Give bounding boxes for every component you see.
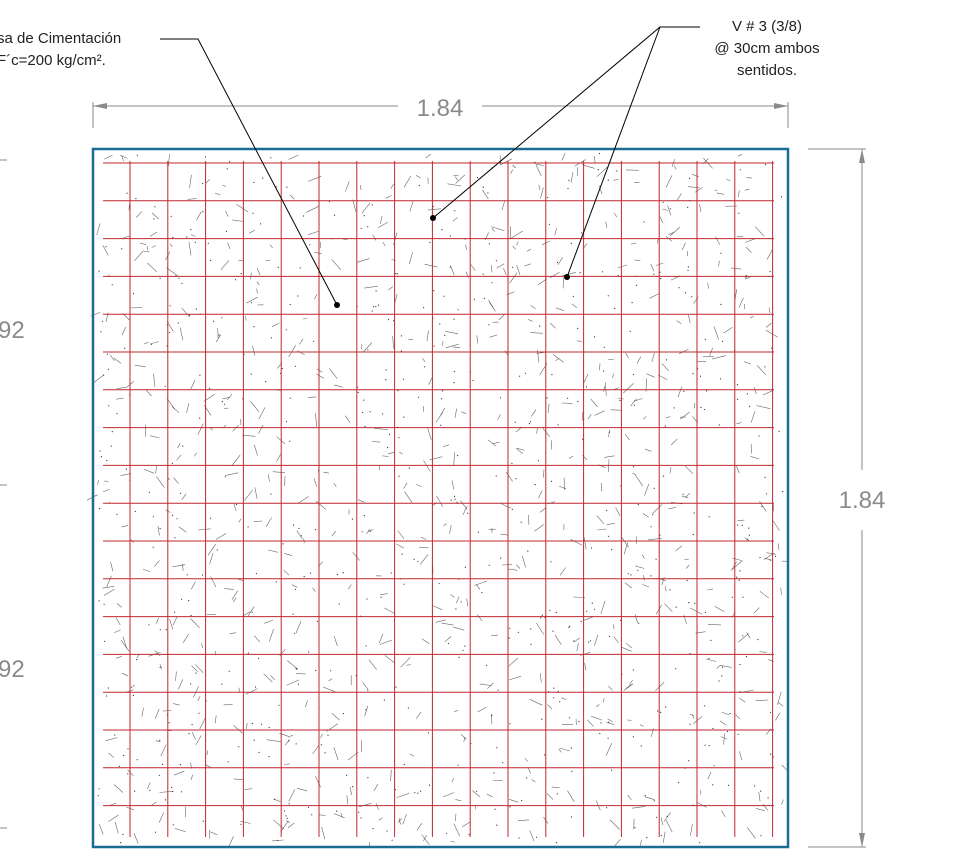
slab-label-leader (160, 38, 340, 308)
rebar-annotation-line2: @ 30cm ambos (714, 40, 819, 57)
right-dimension-label: 1.84 (839, 487, 886, 514)
slab-annotation-line1: sa de Cimentación (0, 30, 121, 47)
rebar-annotation-line1: V # 3 (3/8) (732, 18, 802, 35)
rebar-leader-dot-1 (430, 215, 436, 221)
left-dimension-lower-label: 92 (0, 656, 25, 683)
rebar-annotation-line3: sentidos. (737, 62, 797, 79)
slab-leader-dot (334, 302, 340, 308)
slab-annotation: sa de Cimentación F´c=200 kg/cm². (0, 30, 121, 69)
rebar-leader-dot-2 (564, 274, 570, 280)
rebar-vertical-bars (129, 161, 774, 837)
slab-annotation-line2: F´c=200 kg/cm². (0, 52, 106, 69)
rebar-horizontal-bars (103, 162, 774, 807)
slab-outline (91, 147, 790, 849)
rebar-label-leader (430, 26, 700, 280)
top-dimension-label: 1.84 (417, 95, 464, 122)
left-dimension: 92 92 (0, 159, 25, 829)
top-dimension: 1.84 (92, 95, 789, 128)
left-dimension-upper-label: 92 (0, 317, 25, 344)
rebar-annotation: V # 3 (3/8) @ 30cm ambos sentidos. (714, 18, 819, 79)
concrete-hatch (86, 152, 790, 849)
right-dimension: 1.84 (808, 148, 886, 848)
